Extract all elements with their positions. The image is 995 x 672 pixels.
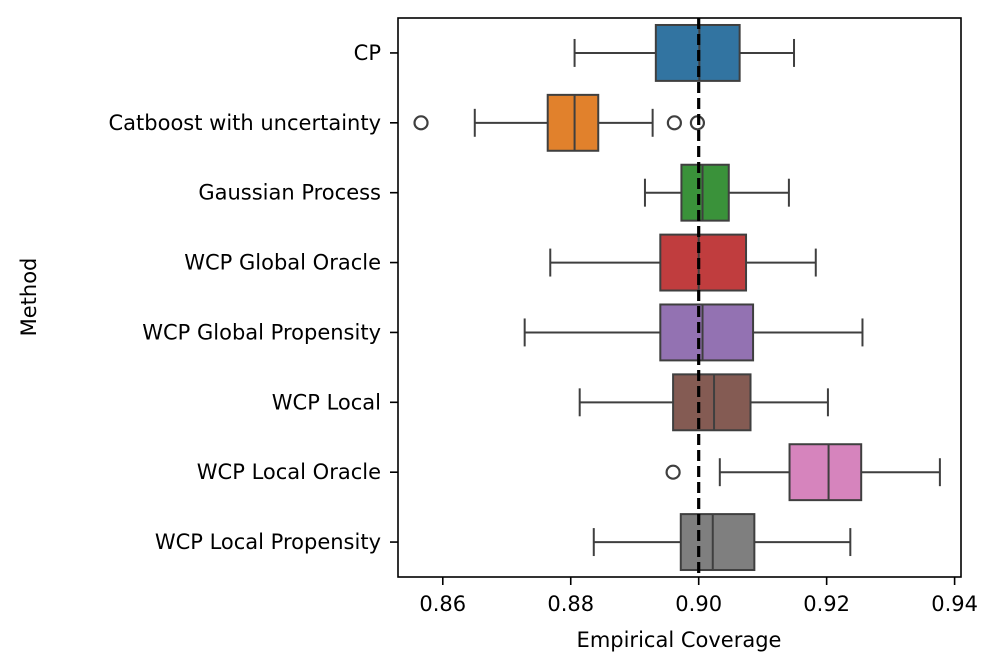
axes: 0.86 0.88 0.90 0.92 0.94 CP Catboost with unce…	[109, 17, 978, 616]
y-tick-label: WCP Local	[272, 390, 381, 414]
y-tick-label: WCP Local Propensity	[155, 530, 381, 554]
y-tick-label: WCP Local Oracle	[197, 460, 381, 484]
x-tick-label: 0.86	[419, 592, 466, 616]
box-iqr	[546, 93, 600, 152]
plot-frame	[397, 17, 962, 578]
box-iqr	[659, 303, 755, 362]
y-tick-label: WCP Global Oracle	[184, 251, 381, 275]
y-tick-label: Catboost with uncertainty	[109, 111, 382, 135]
box-iqr	[680, 163, 730, 222]
y-tick-label: CP	[354, 41, 381, 65]
box-group	[665, 443, 941, 502]
outlier-point	[665, 464, 681, 480]
y-tick-label: Gaussian Process	[198, 181, 381, 205]
y-tick-label: WCP Global Propensity	[142, 320, 381, 344]
x-tick-label: 0.92	[803, 592, 850, 616]
box-group	[523, 303, 864, 362]
box-group	[549, 233, 817, 292]
x-axis-label: Empirical Coverage	[577, 628, 782, 652]
x-tick-label: 0.88	[547, 592, 594, 616]
box-group	[578, 373, 829, 432]
outlier-point	[413, 115, 429, 131]
y-axis-label: Method	[17, 258, 41, 337]
box-iqr	[659, 233, 748, 292]
box-group	[643, 163, 790, 222]
box-group	[413, 93, 706, 152]
box-group	[573, 23, 796, 82]
outlier-point	[666, 115, 682, 131]
box-iqr	[672, 373, 752, 432]
box-iqr	[679, 513, 756, 572]
x-tick-label: 0.94	[931, 592, 978, 616]
box-iqr	[788, 443, 863, 502]
box-group	[592, 513, 852, 572]
x-tick-label: 0.90	[675, 592, 722, 616]
plot-marks	[413, 18, 941, 577]
